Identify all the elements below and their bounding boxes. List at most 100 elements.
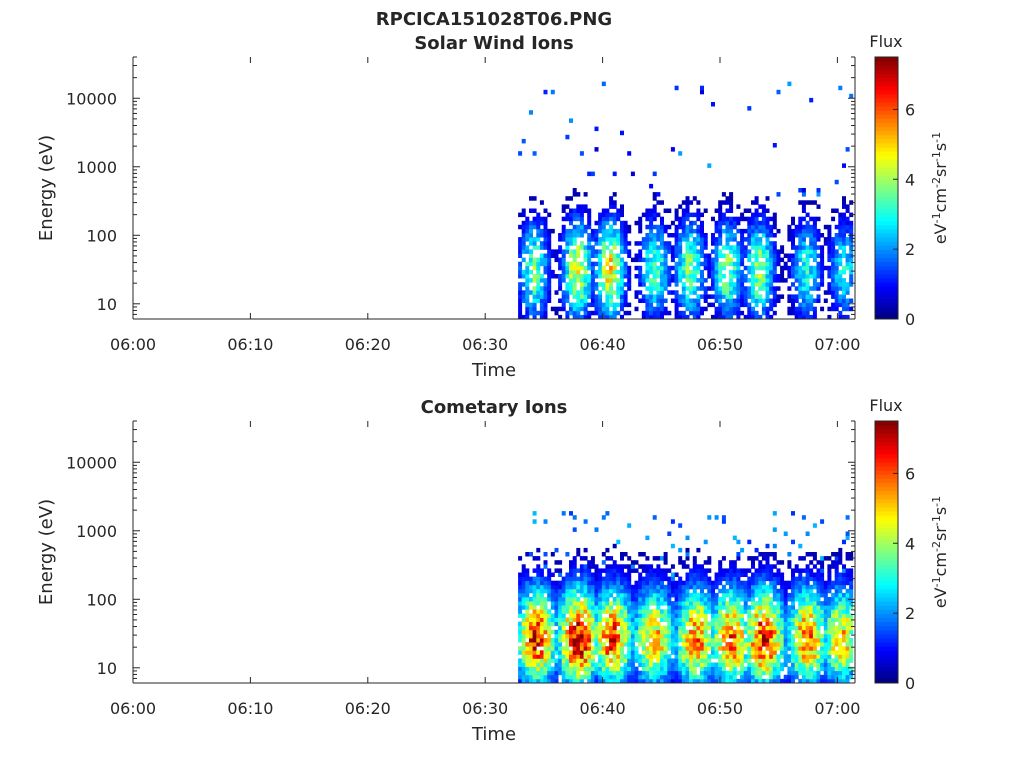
heatmap-cell — [569, 220, 573, 226]
heatmap-cell — [638, 588, 643, 594]
heatmap-cell — [609, 568, 614, 573]
heatmap-cell — [670, 678, 675, 684]
heatmap-cell — [700, 621, 704, 627]
heatmap-cell — [536, 625, 541, 631]
heatmap-cell — [838, 674, 843, 680]
colorbar-swatch — [875, 658, 898, 664]
heatmap-cell — [579, 290, 584, 295]
heatmap-cell — [674, 638, 679, 643]
heatmap-cell — [627, 224, 632, 230]
heatmap-cell — [561, 621, 566, 627]
heatmap-cell — [689, 666, 694, 672]
heatmap-cell — [707, 274, 712, 279]
heatmap-cell — [667, 531, 672, 536]
heatmap-cell — [554, 642, 559, 647]
heatmap-cell — [721, 588, 726, 594]
heatmap-cell — [638, 552, 643, 557]
heatmap-cell — [769, 274, 774, 279]
heatmap-cell — [751, 274, 755, 279]
heatmap-cell — [772, 629, 777, 635]
heatmap-cell — [736, 613, 741, 618]
heatmap-cell — [663, 662, 668, 667]
heatmap-cell — [700, 662, 704, 667]
heatmap-cell — [616, 650, 621, 655]
colorbar-tick-label: 4 — [905, 170, 915, 189]
heatmap-cell — [776, 228, 781, 234]
heatmap-cell — [801, 278, 806, 283]
heatmap-cell — [609, 621, 614, 627]
heatmap-cell — [754, 257, 759, 263]
heatmap-cell — [765, 642, 770, 647]
heatmap-cell — [820, 245, 825, 250]
heatmap-cell — [532, 642, 537, 647]
heatmap-cell — [583, 617, 588, 622]
heatmap-cell — [565, 265, 570, 271]
heatmap-cell — [605, 605, 610, 610]
heatmap-cell — [616, 212, 621, 218]
heatmap-cell — [729, 662, 734, 667]
heatmap-cell — [521, 638, 526, 643]
heatmap-cell — [652, 249, 657, 254]
heatmap-cell — [660, 576, 664, 582]
heatmap-cell — [532, 592, 537, 598]
heatmap-cell — [761, 278, 766, 283]
heatmap-cell — [740, 621, 745, 627]
heatmap-cell — [667, 601, 672, 606]
heatmap-cell — [674, 597, 679, 602]
heatmap-cell — [558, 286, 563, 291]
heatmap-cell — [616, 609, 621, 614]
heatmap-cell — [681, 650, 686, 655]
heatmap-cell — [641, 621, 646, 627]
heatmap-cell — [729, 290, 734, 295]
heatmap-cell — [761, 306, 766, 312]
heatmap-cell — [620, 208, 624, 213]
heatmap-cell — [539, 592, 544, 598]
heatmap-cell — [678, 613, 683, 618]
heatmap-cell — [692, 609, 697, 614]
heatmap-cell — [805, 261, 810, 267]
heatmap-cell — [747, 678, 752, 684]
heatmap-cell — [550, 613, 555, 618]
heatmap-cell — [689, 286, 694, 291]
heatmap-cell — [801, 662, 806, 667]
colorbar-unit-cometary: eV-1cm-2sr-1s-1 — [930, 496, 951, 608]
heatmap-cell — [820, 265, 825, 271]
heatmap-cell — [529, 601, 533, 606]
heatmap-cell — [605, 621, 610, 627]
heatmap-cell — [678, 265, 683, 271]
heatmap-cell — [674, 580, 679, 586]
heatmap-cell — [623, 625, 628, 631]
heatmap-cell — [565, 629, 570, 635]
heatmap-cell — [849, 257, 854, 263]
heatmap-cell — [678, 294, 683, 299]
heatmap-cell — [765, 216, 770, 222]
heatmap-cell — [772, 286, 777, 291]
heatmap-cell — [518, 282, 523, 287]
heatmap-cell — [681, 621, 686, 627]
heatmap-cell — [740, 642, 745, 647]
heatmap-cell — [667, 233, 672, 238]
heatmap-cell — [638, 658, 643, 663]
heatmap-cell — [576, 216, 581, 222]
heatmap-cell — [558, 642, 563, 647]
heatmap-cell — [525, 670, 530, 676]
heatmap-cell — [656, 237, 661, 242]
heatmap-cell — [579, 580, 584, 586]
heatmap-cell — [809, 662, 814, 667]
heatmap-cell — [812, 576, 817, 582]
heatmap-cell — [561, 597, 566, 602]
heatmap-cell — [736, 678, 741, 684]
heatmap-cell — [543, 605, 548, 610]
heatmap-cell — [783, 642, 788, 647]
heatmap-cell — [645, 237, 650, 242]
heatmap-cell — [747, 670, 752, 676]
heatmap-cell — [714, 650, 719, 655]
heatmap-cell — [656, 662, 661, 667]
heatmap-cell — [692, 592, 697, 598]
heatmap-cell — [721, 572, 726, 577]
heatmap-cell — [590, 298, 595, 303]
heatmap-cell — [656, 294, 661, 299]
heatmap-cell — [729, 237, 734, 242]
heatmap-cell — [518, 261, 523, 267]
heatmap-cell — [740, 310, 745, 316]
